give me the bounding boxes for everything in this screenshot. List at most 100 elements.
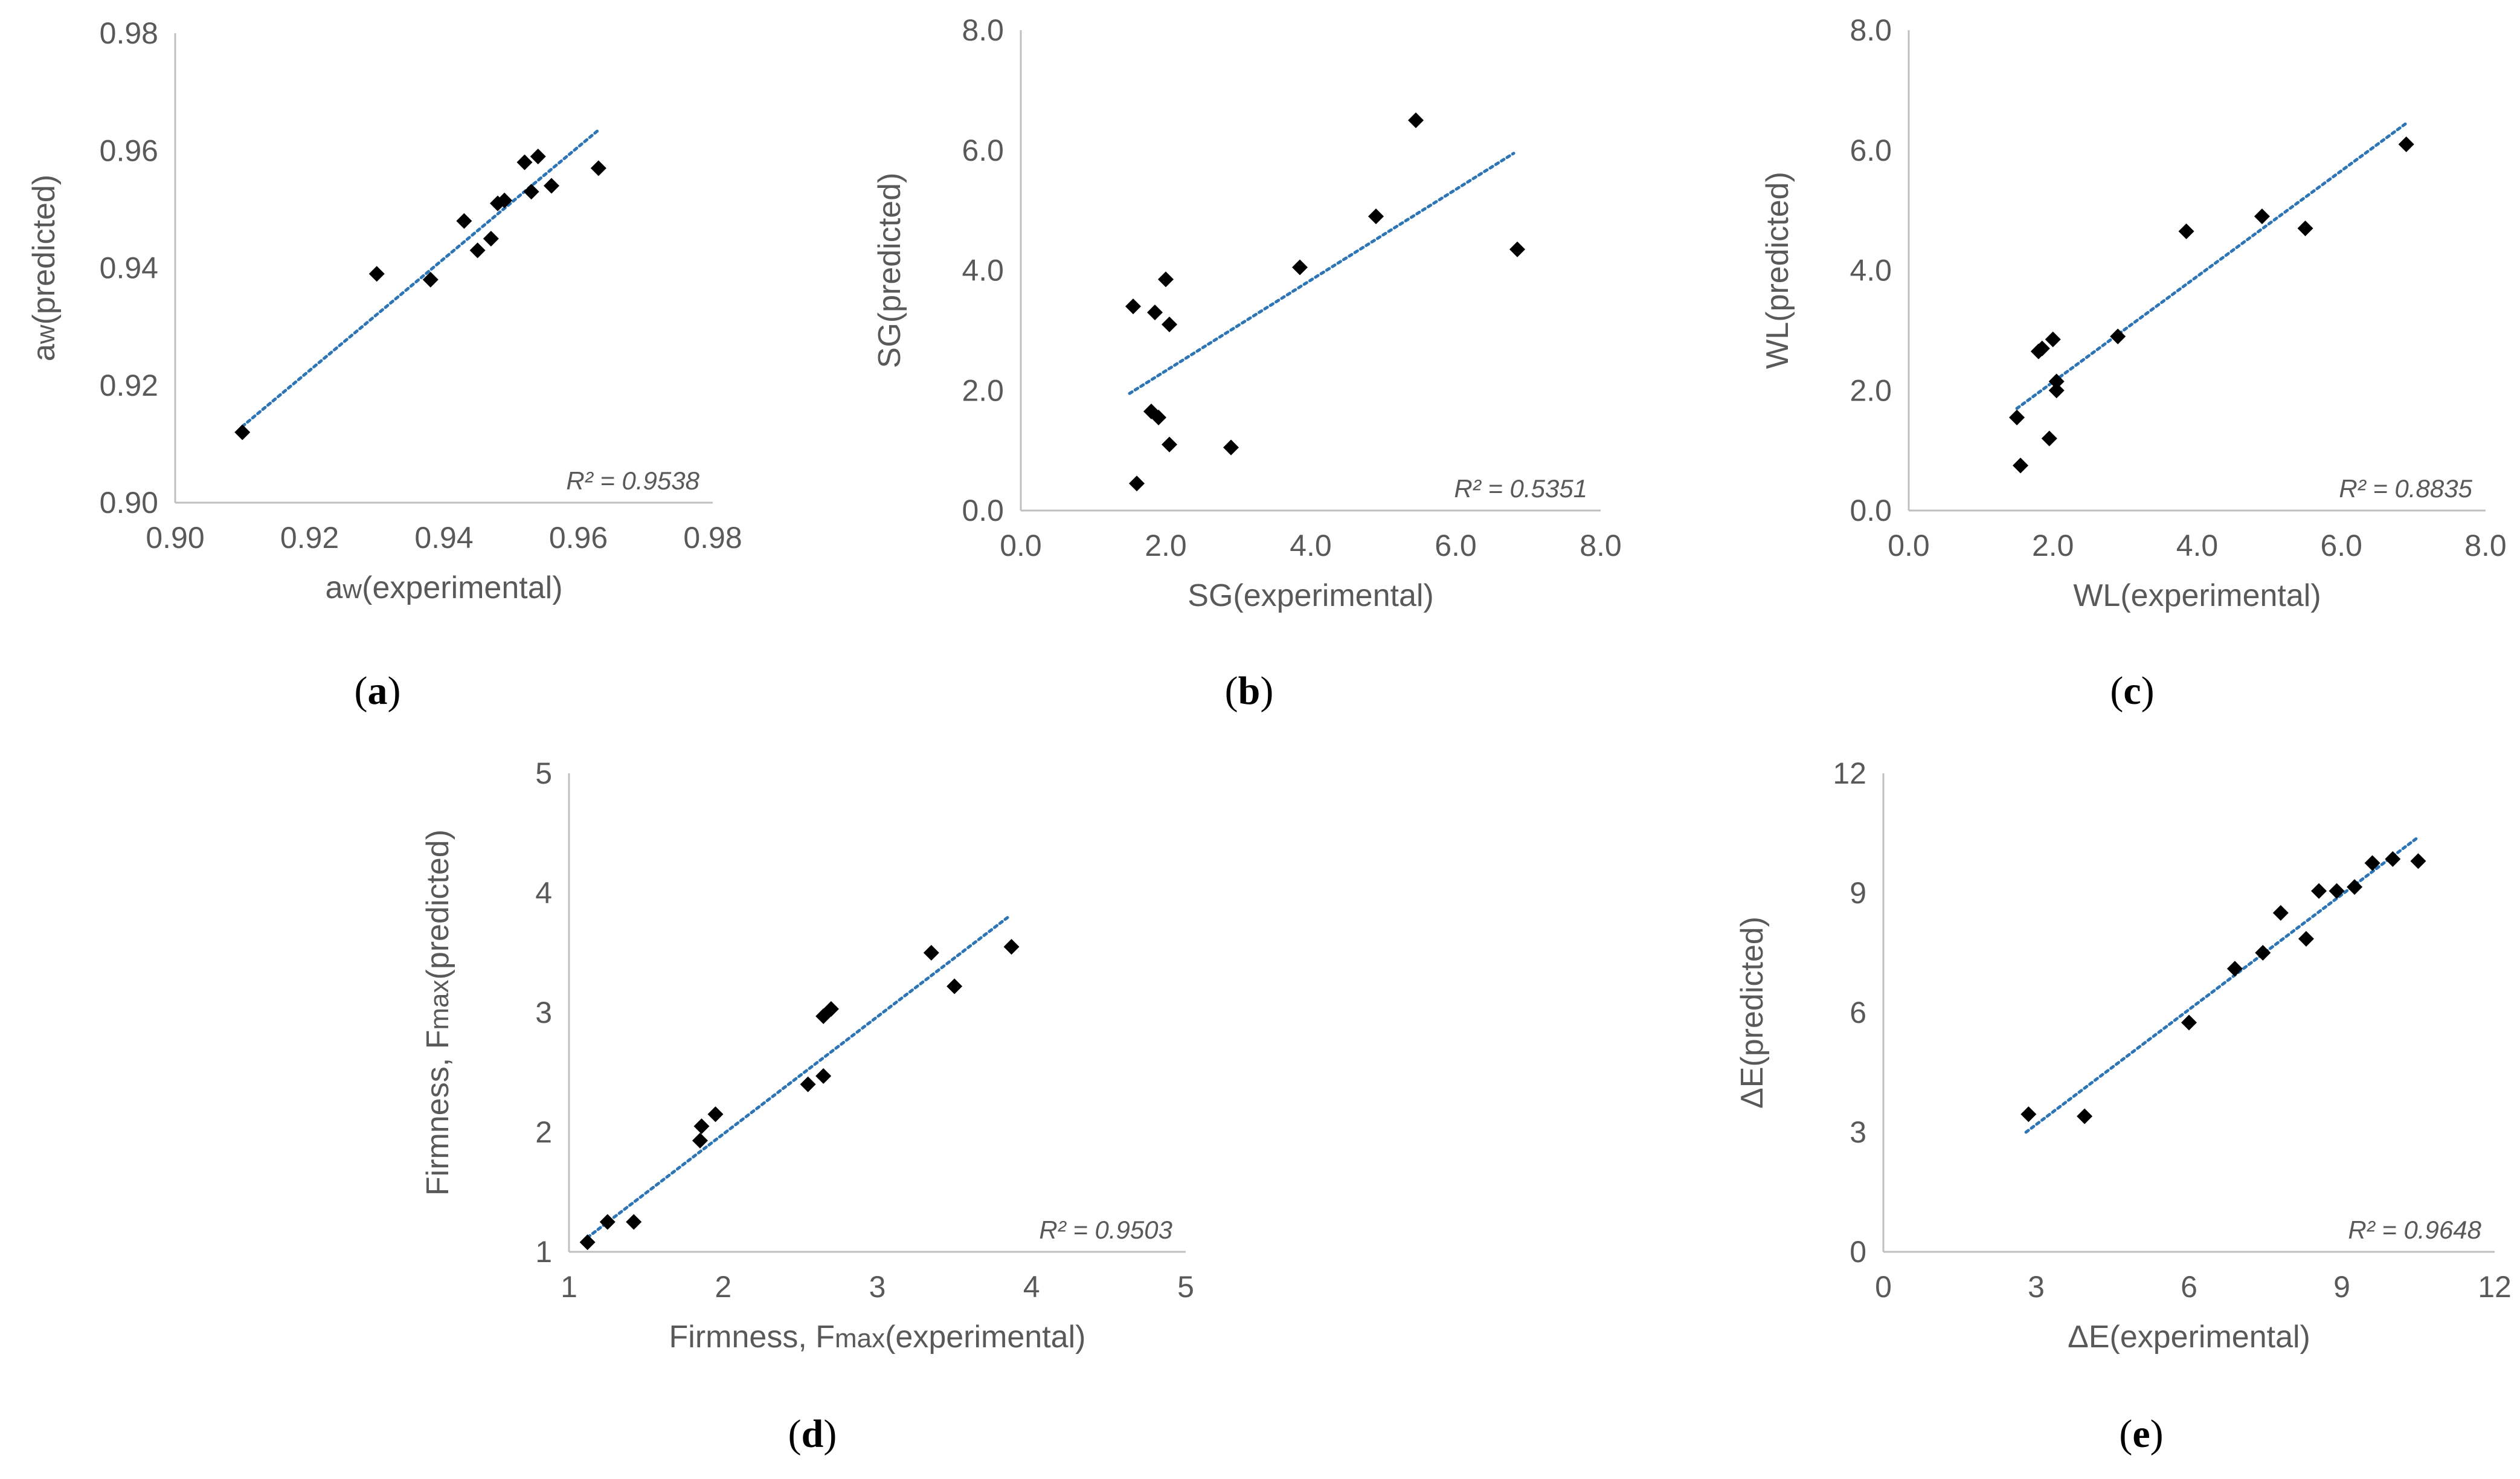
data-point	[2181, 1014, 2197, 1031]
data-point	[2009, 409, 2025, 425]
x-tick-label: 12	[2478, 1270, 2512, 1304]
data-point	[707, 1106, 724, 1123]
data-point	[1292, 259, 1308, 276]
y-tick-label: 1	[535, 1235, 552, 1269]
y-tick-label: 6.0	[1850, 134, 1892, 167]
chart-a: 0.90 0.92 0.94 0.96 0.98 0.90 0.92 0.94 0.96 0.98…	[27, 16, 742, 713]
y-tick-label: 4.0	[962, 254, 1004, 288]
x-tick-label: 6.0	[1435, 529, 1477, 562]
x-axis-title: ΔE(experimental)	[2068, 1320, 2310, 1355]
x-tick-label: 4.0	[1290, 529, 1332, 562]
data-point	[2329, 883, 2345, 899]
data-point	[947, 978, 963, 994]
data-point	[2048, 373, 2065, 390]
x-tick-label: 9	[2333, 1270, 2350, 1304]
y-tick-label: 6	[1850, 996, 1866, 1030]
data-point	[2311, 883, 2327, 899]
y-tick-label: 8.0	[1850, 13, 1892, 47]
trendline	[2015, 121, 2408, 410]
y-axis-title: ΔE(predicted)	[1735, 917, 1770, 1109]
y-tick-label: 3	[535, 996, 552, 1030]
panel-label: (a)	[355, 669, 401, 713]
x-tick-label: 2	[715, 1270, 731, 1304]
y-tick-label: 0.0	[1850, 494, 1892, 527]
trendline	[586, 915, 1010, 1239]
x-tick-label: 3	[869, 1270, 886, 1304]
data-point	[1162, 436, 1177, 453]
chart-d: 1 2 3 4 5 1 2 3 4 5 Firmness, Fmax(experimental) Fi…	[420, 756, 1194, 1456]
y-tick-label: 4.0	[1850, 254, 1892, 288]
y-tick-label: 6.0	[962, 134, 1004, 167]
y-tick-label: 2.0	[1850, 373, 1892, 407]
data-point	[2385, 851, 2401, 867]
x-tick-label: 3	[2028, 1270, 2045, 1304]
x-axis-title: WL(experimental)	[2073, 578, 2321, 613]
y-tick-label: 5	[535, 756, 552, 790]
r-squared-label: R² = 0.9648	[2348, 1216, 2481, 1244]
data-point	[823, 1001, 839, 1017]
y-tick-label: 0.0	[962, 494, 1004, 527]
y-axis-title: SG(predicted)	[872, 173, 907, 369]
data-point	[626, 1214, 642, 1230]
r-squared-label: R² = 0.8835	[2339, 474, 2472, 503]
x-tick-label: 4	[1023, 1270, 1040, 1304]
data-point	[497, 192, 513, 208]
x-tick-label: 5	[1177, 1270, 1194, 1304]
y-tick-label: 3	[1850, 1115, 1866, 1149]
x-axis-title: SG(experimental)	[1188, 578, 1433, 613]
x-tick-label: 4.0	[2176, 529, 2219, 562]
y-tick-label: 0.94	[100, 251, 158, 285]
panel-label: (e)	[2119, 1412, 2163, 1456]
data-point	[2272, 905, 2289, 921]
y-tick-label: 0.98	[100, 16, 158, 50]
y-tick-label: 2.0	[962, 373, 1004, 407]
x-tick-label: 8.0	[2464, 529, 2507, 562]
data-point	[516, 154, 533, 170]
data-point	[590, 160, 606, 176]
data-point	[234, 424, 251, 440]
data-point	[800, 1076, 816, 1092]
data-point	[469, 242, 486, 259]
data-point	[2077, 1108, 2093, 1124]
data-point	[2048, 382, 2065, 399]
chart-c: 0.0 2.0 4.0 6.0 8.0 0.0 2.0 4.0 6.0 8.0 WL(experim…	[1760, 13, 2507, 713]
y-axis-title: WL(predicted)	[1760, 172, 1795, 369]
data-point	[523, 184, 539, 200]
panel-label: (d)	[788, 1412, 837, 1456]
x-tick-label: 0.98	[683, 521, 742, 555]
data-point	[2045, 331, 2061, 347]
data-point	[599, 1214, 616, 1230]
x-tick-label: 6	[2181, 1270, 2197, 1304]
data-point	[2298, 930, 2314, 947]
data-point	[1129, 475, 1145, 492]
chart-e: 0 3 6 9 12 0 3 6 9 12 ΔE(experimental) ΔE(predicted…	[1735, 756, 2512, 1456]
y-axis-title: Firmness, Fmax(predicted)	[420, 830, 455, 1196]
data-point	[1151, 409, 1166, 425]
data-point	[2398, 136, 2414, 152]
x-tick-label: 2.0	[2032, 529, 2074, 562]
y-tick-label: 4	[535, 876, 552, 910]
y-tick-label: 9	[1850, 876, 1866, 910]
data-point	[2020, 1106, 2037, 1123]
data-point	[483, 230, 499, 246]
data-point	[815, 1068, 832, 1084]
data-point	[2364, 855, 2380, 871]
data-point	[2297, 220, 2313, 236]
x-tick-label: 2.0	[1145, 529, 1187, 562]
x-tick-label: 0.92	[280, 521, 339, 555]
data-point	[422, 271, 439, 288]
trendline	[2024, 836, 2420, 1134]
data-point	[1158, 271, 1174, 288]
panel-label: (c)	[2110, 669, 2154, 713]
data-point	[2110, 328, 2126, 344]
y-tick-label: 0	[1850, 1235, 1866, 1269]
panel-label: (b)	[1225, 669, 1274, 713]
data-point	[2178, 223, 2194, 239]
x-tick-label: 6.0	[2320, 529, 2362, 562]
data-point	[923, 945, 939, 961]
data-point	[2034, 340, 2050, 356]
data-point	[1509, 241, 1525, 257]
data-point	[1162, 316, 1177, 332]
x-tick-label: 0.96	[549, 521, 608, 555]
data-point	[1125, 298, 1141, 315]
